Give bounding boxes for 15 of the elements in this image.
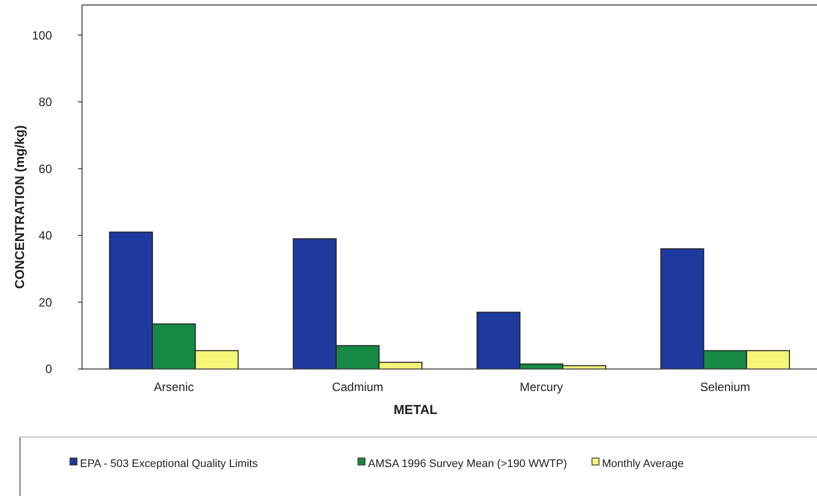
y-tick-label: 80 [38, 95, 52, 110]
legend-label: AMSA 1996 Survey Mean (>190 WWTP) [368, 458, 567, 470]
x-axis-title: METAL [394, 402, 438, 417]
legend-label: Monthly Average [602, 458, 684, 470]
x-tick-label: Cadmium [332, 380, 384, 394]
legend-label: EPA - 503 Exceptional Quality Limits [80, 458, 258, 470]
y-tick-label: 100 [32, 28, 52, 42]
x-tick-label: Arsenic [154, 380, 194, 394]
x-tick-label: Mercury [520, 380, 564, 394]
y-tick-label: 40 [38, 228, 52, 243]
y-tick-label: 20 [38, 295, 52, 310]
y-tick-label: 60 [38, 162, 52, 176]
x-tick-label: Selenium [700, 380, 750, 394]
y-tick-label: 0 [45, 362, 52, 376]
y-axis-title: CONCENTRATION (mg/kg) [12, 125, 27, 289]
